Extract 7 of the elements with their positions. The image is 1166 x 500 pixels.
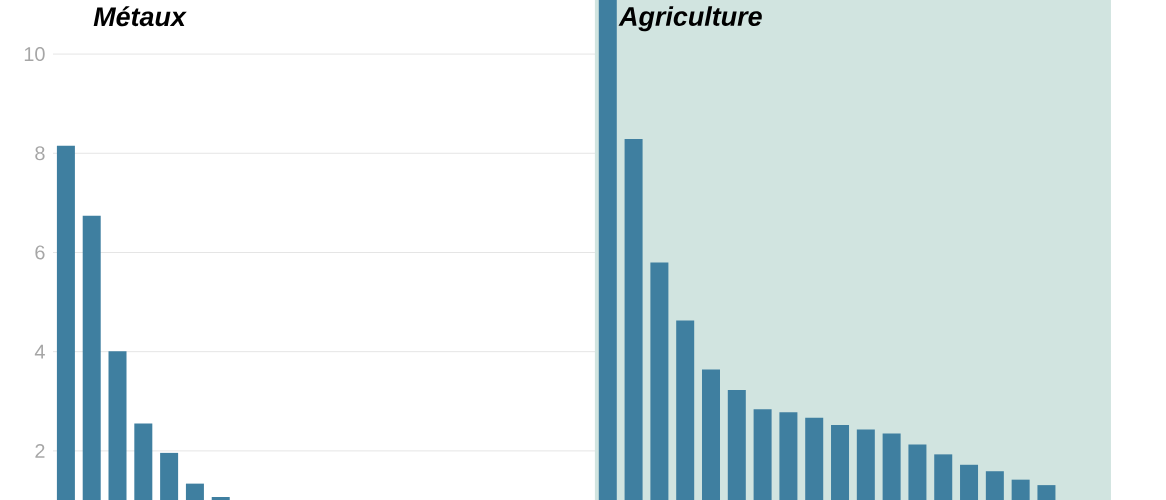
y-tick-label: 6 <box>35 245 45 260</box>
annotation: Agriculture <box>618 6 762 32</box>
annotation: Métaux <box>93 6 187 27</box>
y-tick-label: 8 <box>35 146 45 161</box>
y-tick-label: 10 <box>24 47 45 62</box>
y-tick-label: 2 <box>35 443 45 458</box>
y-tick-label: 4 <box>34 344 45 359</box>
